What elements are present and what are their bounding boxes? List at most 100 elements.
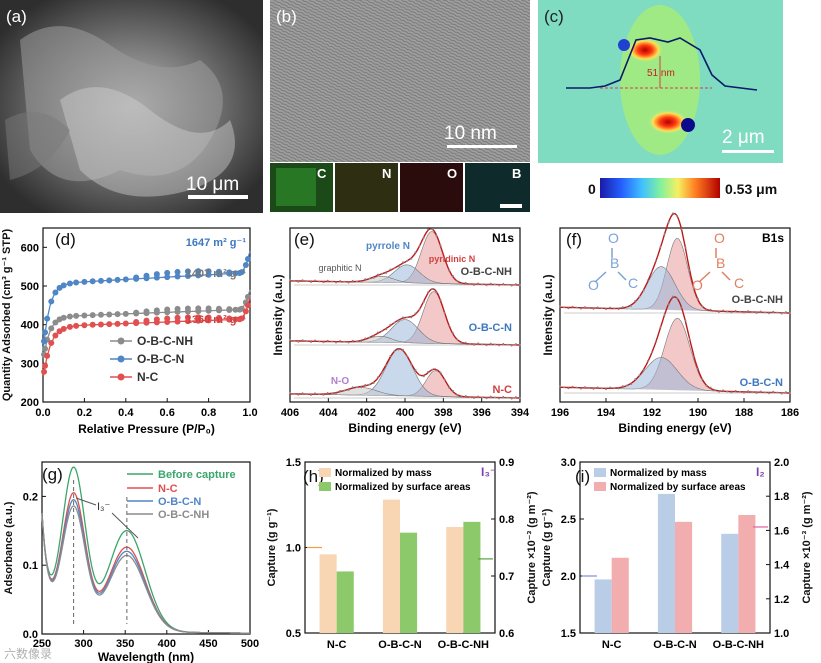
data-point-N-C: [41, 368, 48, 375]
raw-point: [456, 280, 459, 283]
raw-point: [514, 343, 517, 346]
desorption-point-N-C: [215, 314, 222, 321]
raw-point: [318, 393, 321, 396]
desorption-point-N-C: [164, 315, 171, 322]
y-axis-label: Quantity Adsorbed (cm³ g⁻¹ STP): [1, 229, 13, 402]
bar-Normalized by surface areas: [675, 521, 693, 633]
chart-g: 250 300 350 400 450 500 0.0 0.1 0.2 Wavelength (n…: [3, 461, 259, 663]
raw-point: [347, 341, 350, 344]
desorption-point-O-B-C-NH: [143, 308, 150, 315]
raw-point: [588, 306, 591, 309]
raw-point: [318, 280, 321, 283]
raw-point: [443, 312, 446, 315]
raw-point: [634, 378, 637, 381]
desorption-point-O-B-C-NH: [133, 309, 140, 316]
raw-point: [439, 244, 442, 247]
raw-point: [747, 310, 750, 313]
desorption-point-O-B-C-N: [174, 268, 181, 275]
raw-point: [456, 338, 459, 341]
x-axis-label: Binding energy (eV): [348, 421, 461, 435]
x-tick-label: 402: [357, 407, 375, 419]
fit-component: [289, 348, 520, 399]
raw-point: [456, 393, 459, 396]
y-tick-label: 0.2: [23, 491, 38, 503]
raw-point: [655, 260, 658, 263]
bar-Normalized by surface areas: [336, 571, 354, 633]
raw-point: [339, 339, 342, 342]
legend-label: Before capture: [158, 469, 236, 481]
y-tick-label: 1.5: [561, 628, 576, 640]
y2-tick-label: 0.9: [499, 457, 514, 469]
y-tick-label: 200: [21, 397, 39, 409]
raw-point: [326, 339, 329, 342]
chart-i: 1.5 2.0 2.5 3.0 1.0 1.2 1.4 1.6 1.8 2.0 Capture (g…: [541, 457, 813, 651]
tag-label: I₃⁻: [481, 465, 496, 479]
raw-point: [289, 339, 291, 342]
raw-point: [651, 270, 653, 273]
data-point-O-B-C-N: [60, 282, 67, 289]
data-point-O-B-C-N: [174, 273, 181, 280]
raw-point: [617, 387, 620, 390]
x-tick-label: 406: [281, 407, 299, 419]
plot-frame: [41, 461, 251, 635]
raw-point: [502, 282, 505, 285]
raw-point: [293, 392, 296, 395]
data-point-N-C: [48, 339, 55, 346]
raw-point: [667, 221, 670, 224]
raw-point: [519, 284, 521, 286]
raw-point: [502, 342, 505, 345]
raw-point: [651, 351, 653, 354]
desorption-point-O-B-C-NH: [195, 305, 202, 312]
raw-point: [579, 387, 582, 390]
eds-map-c: C: [270, 163, 333, 212]
data-point-O-B-C-NH: [60, 314, 67, 321]
data-point-N-C: [97, 321, 104, 328]
raw-point: [460, 342, 463, 345]
data-point-N-C: [73, 322, 80, 329]
raw-point: [351, 339, 354, 342]
y-tick-label: 500: [21, 281, 39, 293]
raw-point: [659, 245, 662, 248]
desorption-point-N-C: [133, 319, 140, 326]
y-axis-label: Adsorbance (a.u.): [3, 501, 15, 594]
y2-tick-label: 0.6: [499, 628, 514, 640]
chart-f: 196 194 192 190 188 186 Binding energy (eV) Int…: [541, 212, 799, 435]
raw-point: [464, 341, 467, 344]
raw-point: [443, 378, 446, 381]
raw-point: [360, 340, 363, 343]
raw-point: [322, 393, 325, 396]
raw-point: [751, 311, 754, 314]
colorbar-max: 0.53 μm: [725, 181, 777, 197]
raw-point: [701, 305, 704, 308]
raw-point: [339, 279, 342, 282]
raw-point: [575, 386, 578, 389]
raw-point: [464, 281, 467, 284]
raw-point: [600, 387, 603, 390]
raw-point: [393, 321, 396, 324]
raw-point: [418, 374, 421, 377]
scalebar-label-a: 10 μm: [186, 174, 239, 195]
raw-point: [713, 389, 716, 392]
raw-point: [314, 279, 317, 282]
raw-point: [743, 391, 745, 394]
y-tick-label: 2.0: [561, 571, 576, 583]
raw-point: [360, 280, 363, 283]
y-axis-label: Intensity (a.u.): [541, 274, 555, 355]
raw-point: [385, 328, 388, 331]
panel-letter-a: (a): [6, 7, 27, 26]
legend-label: O-B-C-NH: [137, 334, 193, 348]
raw-point: [571, 385, 574, 388]
raw-point: [414, 251, 417, 254]
x-tick-label: 190: [689, 407, 707, 419]
raw-point: [705, 384, 708, 387]
raw-point: [642, 369, 645, 372]
y2-tick-label: 1.8: [774, 491, 789, 503]
series-label: N-C: [492, 384, 512, 396]
raw-point: [605, 388, 607, 391]
x-tick-label: 398: [434, 407, 452, 419]
raw-point: [609, 306, 612, 309]
raw-point: [393, 267, 396, 270]
raw-point: [401, 261, 404, 264]
raw-point: [435, 234, 438, 237]
